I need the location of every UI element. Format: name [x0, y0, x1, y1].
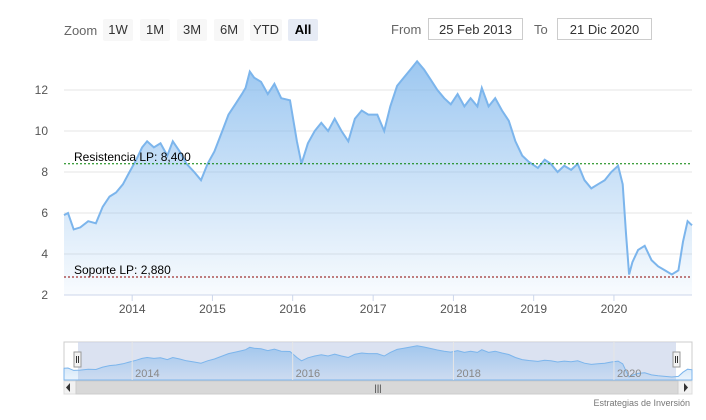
navigator-axis: 2014 2016 2018 2020 — [131, 342, 641, 380]
navigator-tick-label: 2014 — [135, 368, 159, 380]
navigator-tick-label: 2018 — [456, 368, 480, 380]
zoom-all-button[interactable]: All — [288, 19, 318, 41]
x-tick-label: 2016 — [279, 302, 306, 316]
y-tick-label: 6 — [41, 206, 48, 220]
x-tick-label: 2014 — [119, 302, 146, 316]
plot-line-label: Soporte LP: 2,880 — [74, 263, 171, 277]
y-tick-label: 8 — [41, 165, 48, 179]
to-label: To — [534, 22, 548, 37]
zoom-6m-button[interactable]: 6M — [214, 19, 244, 41]
x-tick-label: 2020 — [601, 302, 628, 316]
credits-text: Estrategias de Inversión — [593, 398, 690, 408]
zoom-3m-button[interactable]: 3M — [177, 19, 207, 41]
x-tick-label: 2019 — [520, 302, 547, 316]
zoom-ytd-button[interactable]: YTD — [250, 19, 282, 41]
to-date-input[interactable]: 21 Dic 2020 — [557, 18, 652, 40]
x-tick-label: 2017 — [360, 302, 387, 316]
price-area — [64, 61, 692, 295]
scrollbar-grip: ||| — [374, 383, 381, 393]
y-tick-label: 10 — [35, 124, 49, 138]
zoom-1m-button[interactable]: 1M — [140, 19, 170, 41]
range-selector-toolbar: Zoom 1W 1M 3M 6M YTD All From 25 Feb 201… — [0, 0, 706, 50]
y-tick-label: 4 — [41, 247, 48, 261]
plot-line-label: Resistencia LP: 8,400 — [74, 150, 191, 164]
navigator-tick-label: 2016 — [296, 368, 320, 380]
scrollbar-thumb[interactable] — [75, 380, 679, 395]
price-line — [63, 59, 693, 276]
y-tick-label: 12 — [35, 83, 49, 97]
x-axis-labels: 2014 2015 2016 2017 2018 2019 2020 — [119, 295, 628, 316]
navigator-left-handle[interactable] — [73, 351, 82, 368]
zoom-label: Zoom — [64, 23, 98, 38]
plot-lines: Resistencia LP: 8,400 Soporte LP: 2,880 — [64, 150, 692, 278]
scroll-left-arrow-icon[interactable] — [66, 383, 70, 392]
from-date-input[interactable]: 25 Feb 2013 — [428, 18, 523, 40]
x-tick-label: 2018 — [440, 302, 467, 316]
navigator-tick-label: 2020 — [617, 368, 641, 380]
y-axis-labels: 2 4 6 8 10 12 — [35, 83, 49, 302]
navigator-area — [63, 345, 693, 381]
y-tick-label: 2 — [41, 288, 48, 302]
navigator-right-handle[interactable] — [672, 351, 681, 368]
from-label: From — [391, 22, 422, 37]
zoom-1w-button[interactable]: 1W — [103, 19, 133, 41]
scroll-right-arrow-icon[interactable] — [684, 383, 688, 392]
x-tick-label: 2015 — [199, 302, 226, 316]
